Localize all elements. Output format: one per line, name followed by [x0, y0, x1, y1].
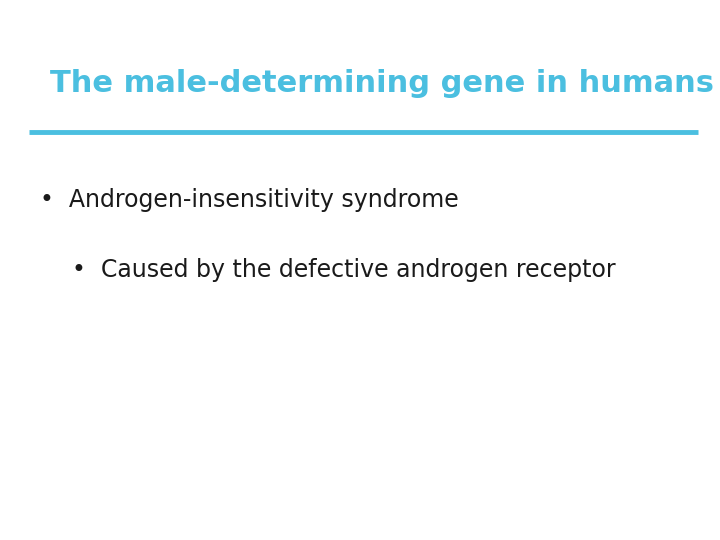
Text: •  Androgen-insensitivity syndrome: • Androgen-insensitivity syndrome [40, 188, 459, 212]
Text: •  Caused by the defective androgen receptor: • Caused by the defective androgen recep… [72, 258, 616, 282]
Text: The male-determining gene in humans: The male-determining gene in humans [50, 69, 714, 98]
